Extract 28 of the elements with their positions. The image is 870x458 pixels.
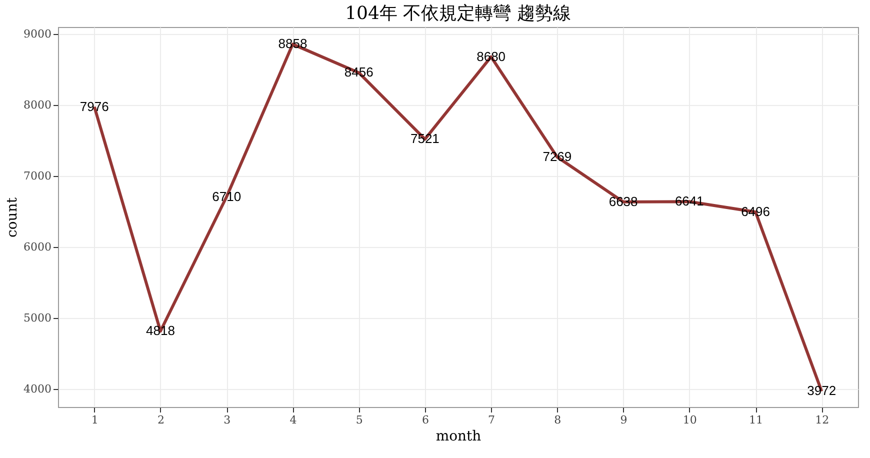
x-axis-title: month bbox=[436, 428, 482, 444]
x-tick-label: 8 bbox=[554, 414, 562, 426]
y-axis-title: count bbox=[4, 197, 21, 238]
data-label: 8680 bbox=[476, 48, 506, 64]
x-tick-label: 3 bbox=[224, 414, 231, 426]
x-tick-label: 6 bbox=[422, 414, 429, 426]
y-tick-label: 4000 bbox=[24, 382, 52, 396]
x-tick-label: 2 bbox=[157, 414, 164, 426]
data-label: 4818 bbox=[146, 323, 175, 338]
y-tick-label: 6000 bbox=[24, 240, 52, 254]
x-tick-label: 7 bbox=[488, 414, 496, 426]
y-tick-label: 5000 bbox=[24, 312, 52, 325]
x-tick-label: 12 bbox=[815, 414, 830, 426]
chart-title: 104年 不依規定轉彎 趨勢線 bbox=[345, 3, 571, 24]
data-label: 3972 bbox=[807, 383, 836, 398]
data-label: 7976 bbox=[80, 98, 109, 114]
data-label: 6641 bbox=[674, 194, 704, 209]
x-tick-label: 5 bbox=[356, 414, 363, 426]
x-tick-label: 1 bbox=[91, 414, 98, 426]
y-tick-label: 9000 bbox=[24, 28, 52, 41]
x-tick-label: 10 bbox=[682, 414, 697, 426]
y-tick-label: 7000 bbox=[24, 170, 52, 183]
y-tick-label: 8000 bbox=[24, 98, 52, 112]
x-tick-label: 11 bbox=[749, 414, 764, 426]
x-tick-label: 4 bbox=[290, 414, 297, 426]
data-label: 7521 bbox=[410, 131, 440, 146]
data-label: 8858 bbox=[278, 36, 308, 52]
x-tick-label: 9 bbox=[620, 414, 628, 426]
